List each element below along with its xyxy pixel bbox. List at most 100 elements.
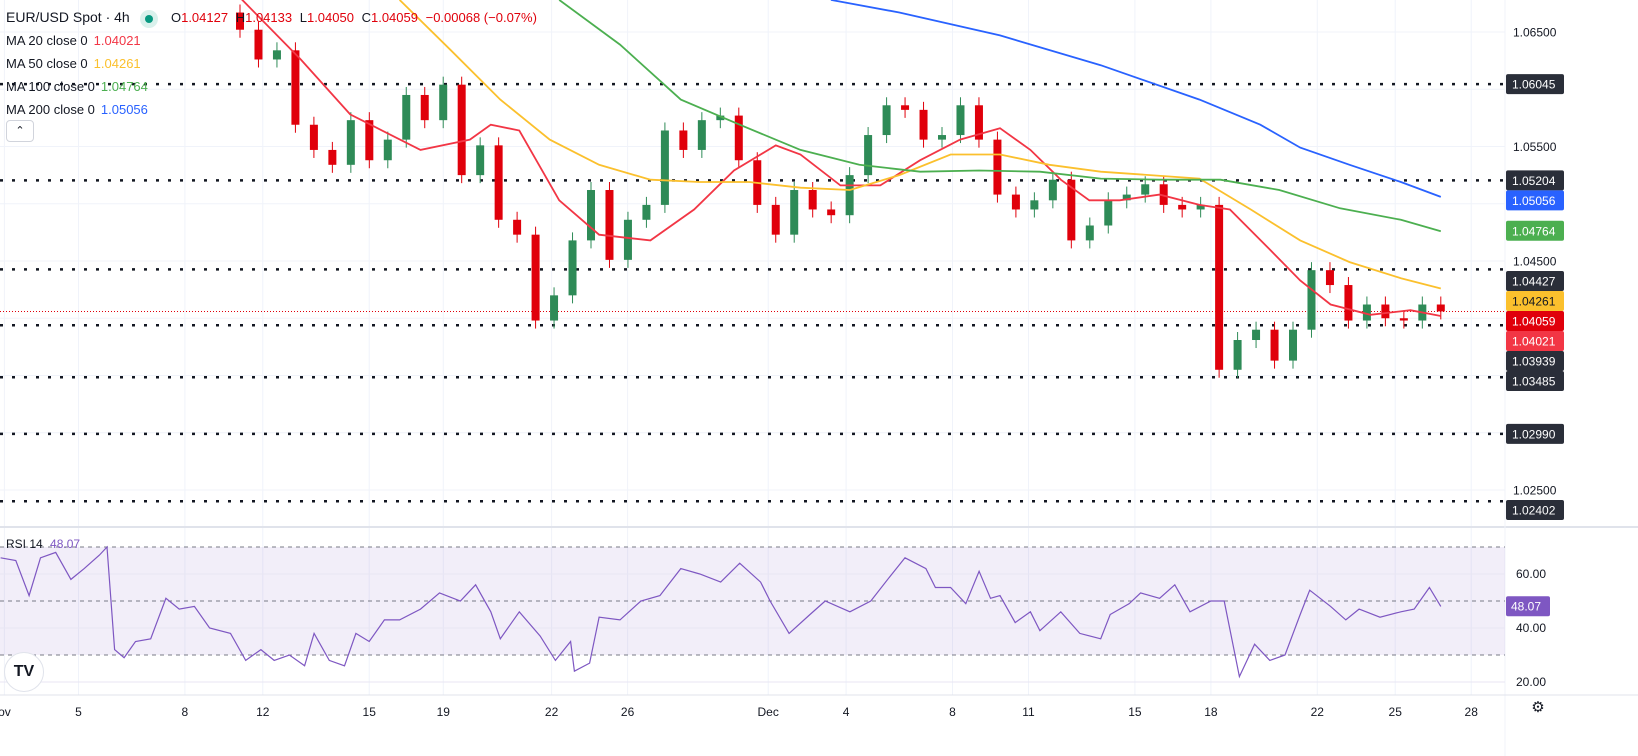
candle-body — [476, 145, 485, 176]
candle-body — [550, 295, 559, 321]
candle-body — [716, 115, 725, 121]
candle-body — [531, 234, 540, 321]
candle-body — [771, 204, 780, 235]
level-badge — [1506, 500, 1564, 520]
candle-body — [1289, 329, 1298, 361]
candle-body — [1252, 329, 1261, 341]
price-axis-tick: 1.04500 — [1513, 255, 1557, 269]
level-label: 1.03939 — [1512, 355, 1556, 369]
chart-settings-gear-icon[interactable]: ⚙ — [1531, 699, 1545, 716]
indicator-ma20[interactable]: MA 20 close 0 1.04021 — [6, 29, 537, 52]
indicator-ma50[interactable]: MA 50 close 0 1.04261 — [6, 52, 537, 75]
rsi-legend[interactable]: RSI 14 48.07 — [6, 537, 80, 551]
level-label: 1.03485 — [1512, 375, 1556, 389]
candle-body — [1067, 179, 1076, 241]
candle-body — [1159, 184, 1168, 205]
indicator-ma200[interactable]: MA 200 close 0 1.05056 — [6, 98, 537, 121]
candle-body — [660, 130, 669, 205]
candle-body — [993, 139, 1002, 195]
price-axis-tick: 1.02500 — [1513, 484, 1557, 498]
candle-body — [882, 105, 891, 136]
ma50-badge — [1506, 291, 1564, 311]
time-axis-tick: 19 — [437, 705, 451, 719]
time-axis-tick: 4 — [843, 705, 850, 719]
indicator-label: MA 100 close 0 — [6, 79, 95, 94]
candle-body — [1122, 194, 1131, 201]
candle-body — [513, 219, 522, 235]
candle-body — [587, 190, 596, 241]
indicator-value: 1.05056 — [100, 102, 148, 117]
rsi-value: 48.07 — [50, 537, 81, 551]
candle-body — [1085, 225, 1094, 241]
rsi-value-badge — [1506, 596, 1550, 617]
candle-body — [309, 124, 318, 150]
candle-body — [1325, 270, 1334, 286]
rsi-label: RSI 14 — [6, 537, 43, 551]
time-axis-tick: ov — [0, 705, 11, 719]
open-value: 1.04127 — [181, 10, 229, 25]
candle-body — [494, 145, 503, 220]
last-price-badge — [1506, 311, 1564, 331]
candle-body — [864, 135, 873, 176]
last-price-label: 1.04059 — [1512, 315, 1556, 329]
candle-body — [236, 12, 244, 30]
candle-body — [1307, 270, 1316, 330]
candle-body — [1011, 194, 1020, 210]
candle-body — [938, 135, 947, 140]
indicator-value: 1.04261 — [93, 56, 141, 71]
level-badge — [1506, 371, 1564, 391]
candle-body — [1436, 304, 1445, 312]
candle-body — [365, 120, 374, 161]
candle-body — [1048, 179, 1057, 201]
indicator-ma100[interactable]: MA 100 close 0 1.04764 — [6, 75, 537, 98]
indicator-label: MA 20 close 0 — [6, 33, 88, 48]
candle-body — [1270, 329, 1279, 361]
time-axis-tick: 8 — [182, 705, 189, 719]
time-axis-tick: 18 — [1204, 705, 1218, 719]
candle-body — [1399, 318, 1408, 321]
time-axis-tick: 8 — [949, 705, 956, 719]
price-axis-tick: 1.05500 — [1513, 140, 1557, 154]
symbol-title[interactable]: EUR/USD Spot · 4h — [6, 9, 130, 25]
close-label: C — [361, 10, 371, 25]
candle-body — [383, 139, 392, 161]
moving-average-line-ma50 — [398, 0, 1442, 290]
time-axis-tick: 12 — [256, 705, 270, 719]
close-value: 1.04059 — [370, 10, 418, 25]
indicator-label: MA 50 close 0 — [6, 56, 88, 71]
candle-body — [734, 115, 743, 161]
ma100-label: 1.04764 — [1512, 224, 1556, 238]
time-axis-tick: 26 — [621, 705, 635, 719]
candle-body — [328, 149, 337, 165]
high-label: H — [235, 10, 246, 25]
rsi-line — [0, 545, 1442, 679]
ma20-label: 1.04021 — [1512, 335, 1556, 349]
candle-body — [623, 219, 632, 260]
candle-body — [1381, 304, 1390, 319]
moving-average-line-ma100 — [558, 0, 1442, 233]
level-badge — [1506, 271, 1564, 291]
candle-body — [254, 29, 263, 60]
moving-average-line-ma200 — [830, 0, 1442, 198]
indicator-value: 1.04764 — [100, 79, 148, 94]
candle-body — [1030, 200, 1039, 210]
rsi-axis-tick: 20.00 — [1516, 675, 1546, 689]
rsi-axis-tick: 60.00 — [1516, 567, 1546, 581]
candle-body — [1178, 204, 1187, 210]
candle-body — [402, 94, 411, 140]
candle-body — [697, 120, 706, 150]
time-axis-tick: Dec — [758, 705, 779, 719]
collapse-legend-button[interactable]: ⌃ — [6, 120, 34, 142]
indicator-value: 1.04021 — [93, 33, 141, 48]
tradingview-logo[interactable]: TV — [4, 652, 44, 692]
candle-body — [291, 50, 300, 125]
candle-body — [1233, 340, 1242, 370]
candle-body — [420, 94, 429, 121]
rsi-value-label: 48.07 — [1511, 600, 1541, 614]
candle-body — [1141, 184, 1150, 195]
level-badge — [1506, 423, 1564, 444]
level-badge — [1506, 170, 1564, 191]
market-open-status-icon — [145, 14, 154, 23]
indicator-label: MA 200 close 0 — [6, 102, 95, 117]
